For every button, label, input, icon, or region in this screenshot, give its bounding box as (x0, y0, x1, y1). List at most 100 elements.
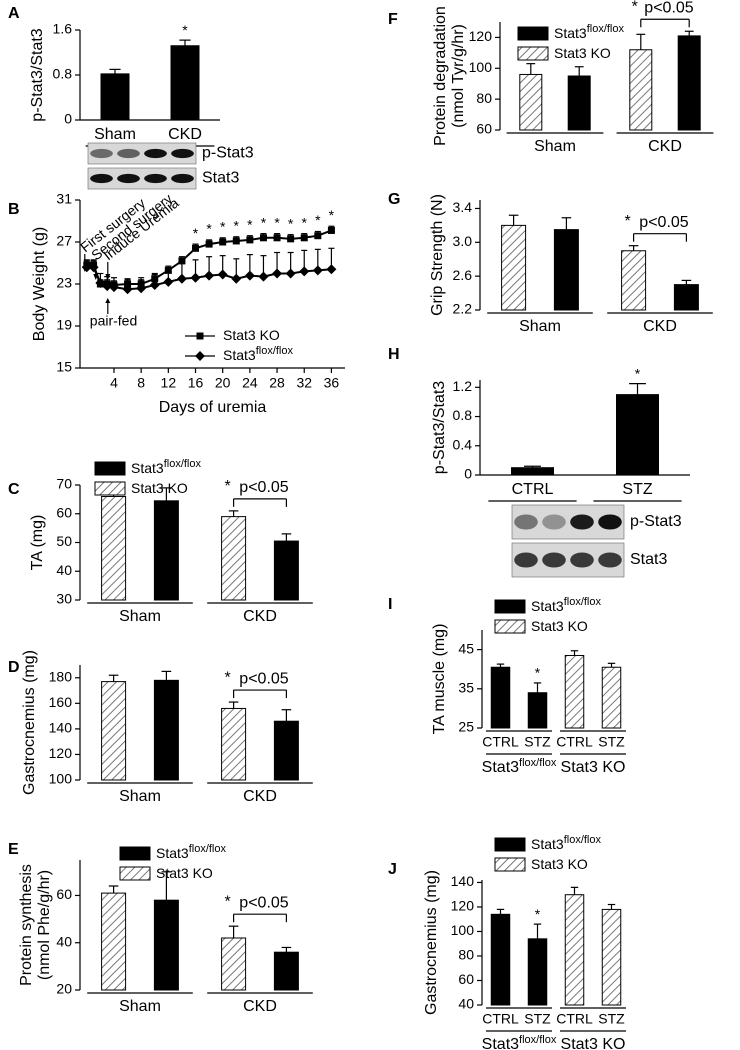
x-tick-label: 32 (296, 375, 312, 391)
series-name: Stat3 KO (531, 856, 588, 872)
x-tick-label: CTRL (556, 734, 593, 750)
legend-swatch (494, 619, 526, 634)
significance-star: * (193, 225, 199, 241)
significance-star: * (329, 207, 335, 223)
y-axis-label: TA muscle (mg) (431, 624, 448, 735)
y-tick-label: 20 (56, 981, 72, 997)
series-label: Stat3 KO (531, 856, 588, 872)
bar (601, 666, 622, 729)
y-tick-label: 0 (64, 111, 72, 127)
p-value: p<0.05 (639, 214, 688, 231)
point (122, 284, 133, 295)
series-name: Stat3 (554, 25, 587, 41)
series-label: Stat3flox/flox (482, 1034, 557, 1050)
panel-label: C (8, 481, 20, 498)
x-tick-label: 8 (137, 375, 145, 391)
annotation: pair-fed (90, 313, 137, 329)
series-name-sup: flox/flox (564, 596, 602, 608)
blot-band (542, 552, 566, 568)
series-name: Stat3 KO (156, 865, 213, 881)
panel-label: H (388, 346, 400, 363)
blot-label: Stat3 (202, 170, 239, 187)
x-tick-label: CTRL (482, 1011, 519, 1027)
y-tick-label: 15 (56, 359, 72, 375)
significance-star: * (535, 665, 541, 681)
point (196, 332, 204, 340)
significance-star: * (632, 0, 638, 15)
blot-band (570, 552, 594, 568)
legend-swatch (494, 599, 526, 614)
series-label: Stat3 KO (554, 45, 611, 61)
point (219, 238, 227, 246)
blot-label: p-Stat3 (202, 145, 254, 162)
bar (673, 284, 699, 311)
series-label: Stat3flox/flox (482, 757, 557, 776)
point (299, 266, 310, 277)
series-name-sup: flox/flox (256, 345, 294, 357)
bar (273, 540, 299, 601)
p-value: p<0.05 (239, 670, 288, 687)
bar (221, 516, 247, 601)
y-tick-label: 160 (49, 694, 73, 710)
point (178, 257, 186, 265)
point (258, 271, 269, 282)
panel-label: G (388, 191, 400, 208)
y-tick-label: 100 (469, 59, 493, 75)
bar (490, 913, 511, 1006)
y-tick-label: 60 (458, 971, 474, 987)
bar (221, 937, 247, 991)
point (244, 270, 255, 281)
bar (490, 666, 511, 729)
series-label: Stat3flox/flox (531, 596, 601, 614)
blot-band (514, 552, 538, 568)
significance-star: * (224, 478, 230, 495)
x-tick-label: Sham (119, 998, 161, 1015)
x-axis-label: Days of uremia (159, 399, 267, 416)
point (314, 232, 322, 240)
series-name: Stat3 (223, 347, 256, 363)
arrow-head (105, 298, 111, 303)
y-tick-label: 140 (49, 720, 73, 736)
blot-band (117, 173, 140, 184)
y-tick-label: 60 (476, 121, 492, 137)
x-tick-label: Sham (94, 126, 136, 143)
panel-label: A (8, 5, 20, 22)
y-tick-label: 35 (458, 680, 474, 696)
bar (153, 500, 179, 601)
point (273, 234, 281, 242)
series-name: Stat3 KO (561, 1036, 626, 1050)
y-tick-label: 31 (56, 191, 72, 207)
point (176, 273, 187, 284)
y-tick-label: 2.2 (453, 301, 473, 317)
blot-row (87, 167, 197, 190)
y-tick-label: 0 (464, 466, 472, 482)
y-tick-label: 3.0 (453, 233, 473, 249)
legend-swatch (94, 481, 126, 496)
point (163, 276, 174, 287)
y-tick-label: 80 (476, 90, 492, 106)
x-tick-label: Sham (119, 788, 161, 805)
y-tick-label: 80 (458, 947, 474, 963)
x-tick-label: Sham (119, 608, 161, 625)
y-tick-label: 50 (56, 533, 72, 549)
blot-band (570, 514, 594, 530)
panel-label: F (388, 11, 398, 28)
point (326, 264, 337, 275)
x-tick-label: CKD (648, 138, 682, 155)
point (192, 244, 200, 252)
x-tick-label: CKD (243, 608, 277, 625)
bar (273, 720, 299, 781)
y-tick-label: 120 (469, 28, 493, 44)
y-tick-label: 100 (49, 771, 73, 787)
bar (629, 49, 653, 131)
bar (527, 938, 548, 1006)
y-axis-label: Gastrocnemius (mg) (423, 870, 440, 1015)
blot-row (87, 142, 197, 165)
significance-star: * (220, 219, 226, 235)
point (259, 234, 267, 242)
significance-star: * (234, 217, 240, 233)
blot-band (514, 514, 538, 530)
point (327, 226, 335, 234)
bar (101, 681, 127, 781)
